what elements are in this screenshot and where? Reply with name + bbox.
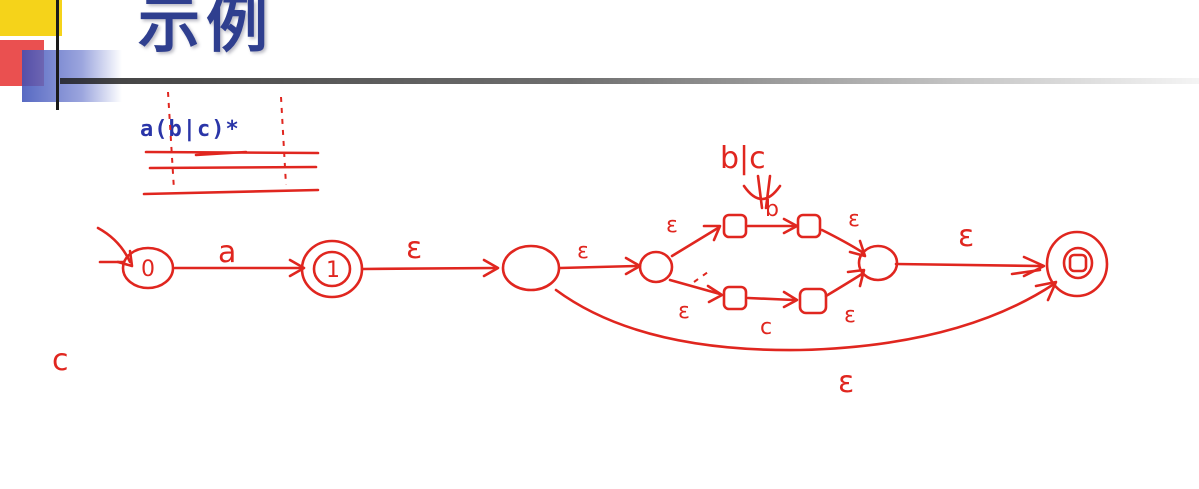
title-divider: [60, 78, 1199, 84]
state-s6: [722, 285, 748, 311]
transition-label-t-s3-s4: ε: [666, 213, 678, 238]
regex-expression: a(b|c)*: [140, 117, 240, 142]
transition-label-t-s0-s1: a: [218, 235, 236, 270]
transition-label-t-s3-s6: ε: [678, 299, 690, 324]
state-s4: [722, 213, 748, 239]
transition-t-s3-s4: [670, 224, 722, 258]
state-label: 0: [141, 257, 155, 282]
aside-label: c: [52, 343, 69, 378]
start-arrow: [96, 226, 134, 268]
transition-label-t-s6-s7: c: [760, 315, 772, 340]
state-s8: [857, 244, 899, 282]
regex-annotation: [142, 91, 320, 196]
transition-label-t-s2-s9: ε: [838, 365, 854, 400]
transition-t-s3-s6: [668, 271, 724, 304]
transition-label-t-s1-s2: ε: [406, 231, 422, 266]
state-s7: [798, 287, 828, 315]
transition-label-t-s4-s5: b: [765, 197, 779, 222]
transition-t-s2-s3: [558, 256, 642, 276]
corner-blue-block: [22, 50, 122, 102]
transition-t-s6-s7: [746, 290, 799, 309]
transition-label-t-s5-s8: ε: [848, 207, 860, 232]
corner-yellow-block: [0, 0, 62, 36]
page-title: 示例: [138, 0, 275, 61]
transition-t-s0-s1: [173, 258, 306, 278]
transition-label-t-s7-s8: ε: [844, 303, 856, 328]
transition-t-s2-s9: [554, 280, 1058, 352]
transition-t-s5-s8: [820, 228, 867, 258]
top-label: b|c: [720, 141, 766, 176]
transition-t-s7-s8: [824, 268, 866, 298]
state-label: 1: [326, 258, 340, 283]
state-s1: 1: [300, 239, 364, 299]
state-s3: [638, 250, 674, 284]
transition-label-t-s2-s3: ε: [577, 239, 589, 264]
corner-vertical-rule: [56, 0, 59, 110]
state-s9: [1045, 230, 1109, 298]
state-s5: [796, 213, 822, 239]
state-s2: [501, 244, 561, 292]
top-label-arrow: [742, 174, 782, 210]
state-s0: 0: [121, 246, 175, 290]
transition-t-s1-s2: [360, 258, 500, 278]
transition-label-t-s8-s9: ε: [958, 219, 974, 254]
transition-t-s8-s9: [894, 255, 1046, 278]
